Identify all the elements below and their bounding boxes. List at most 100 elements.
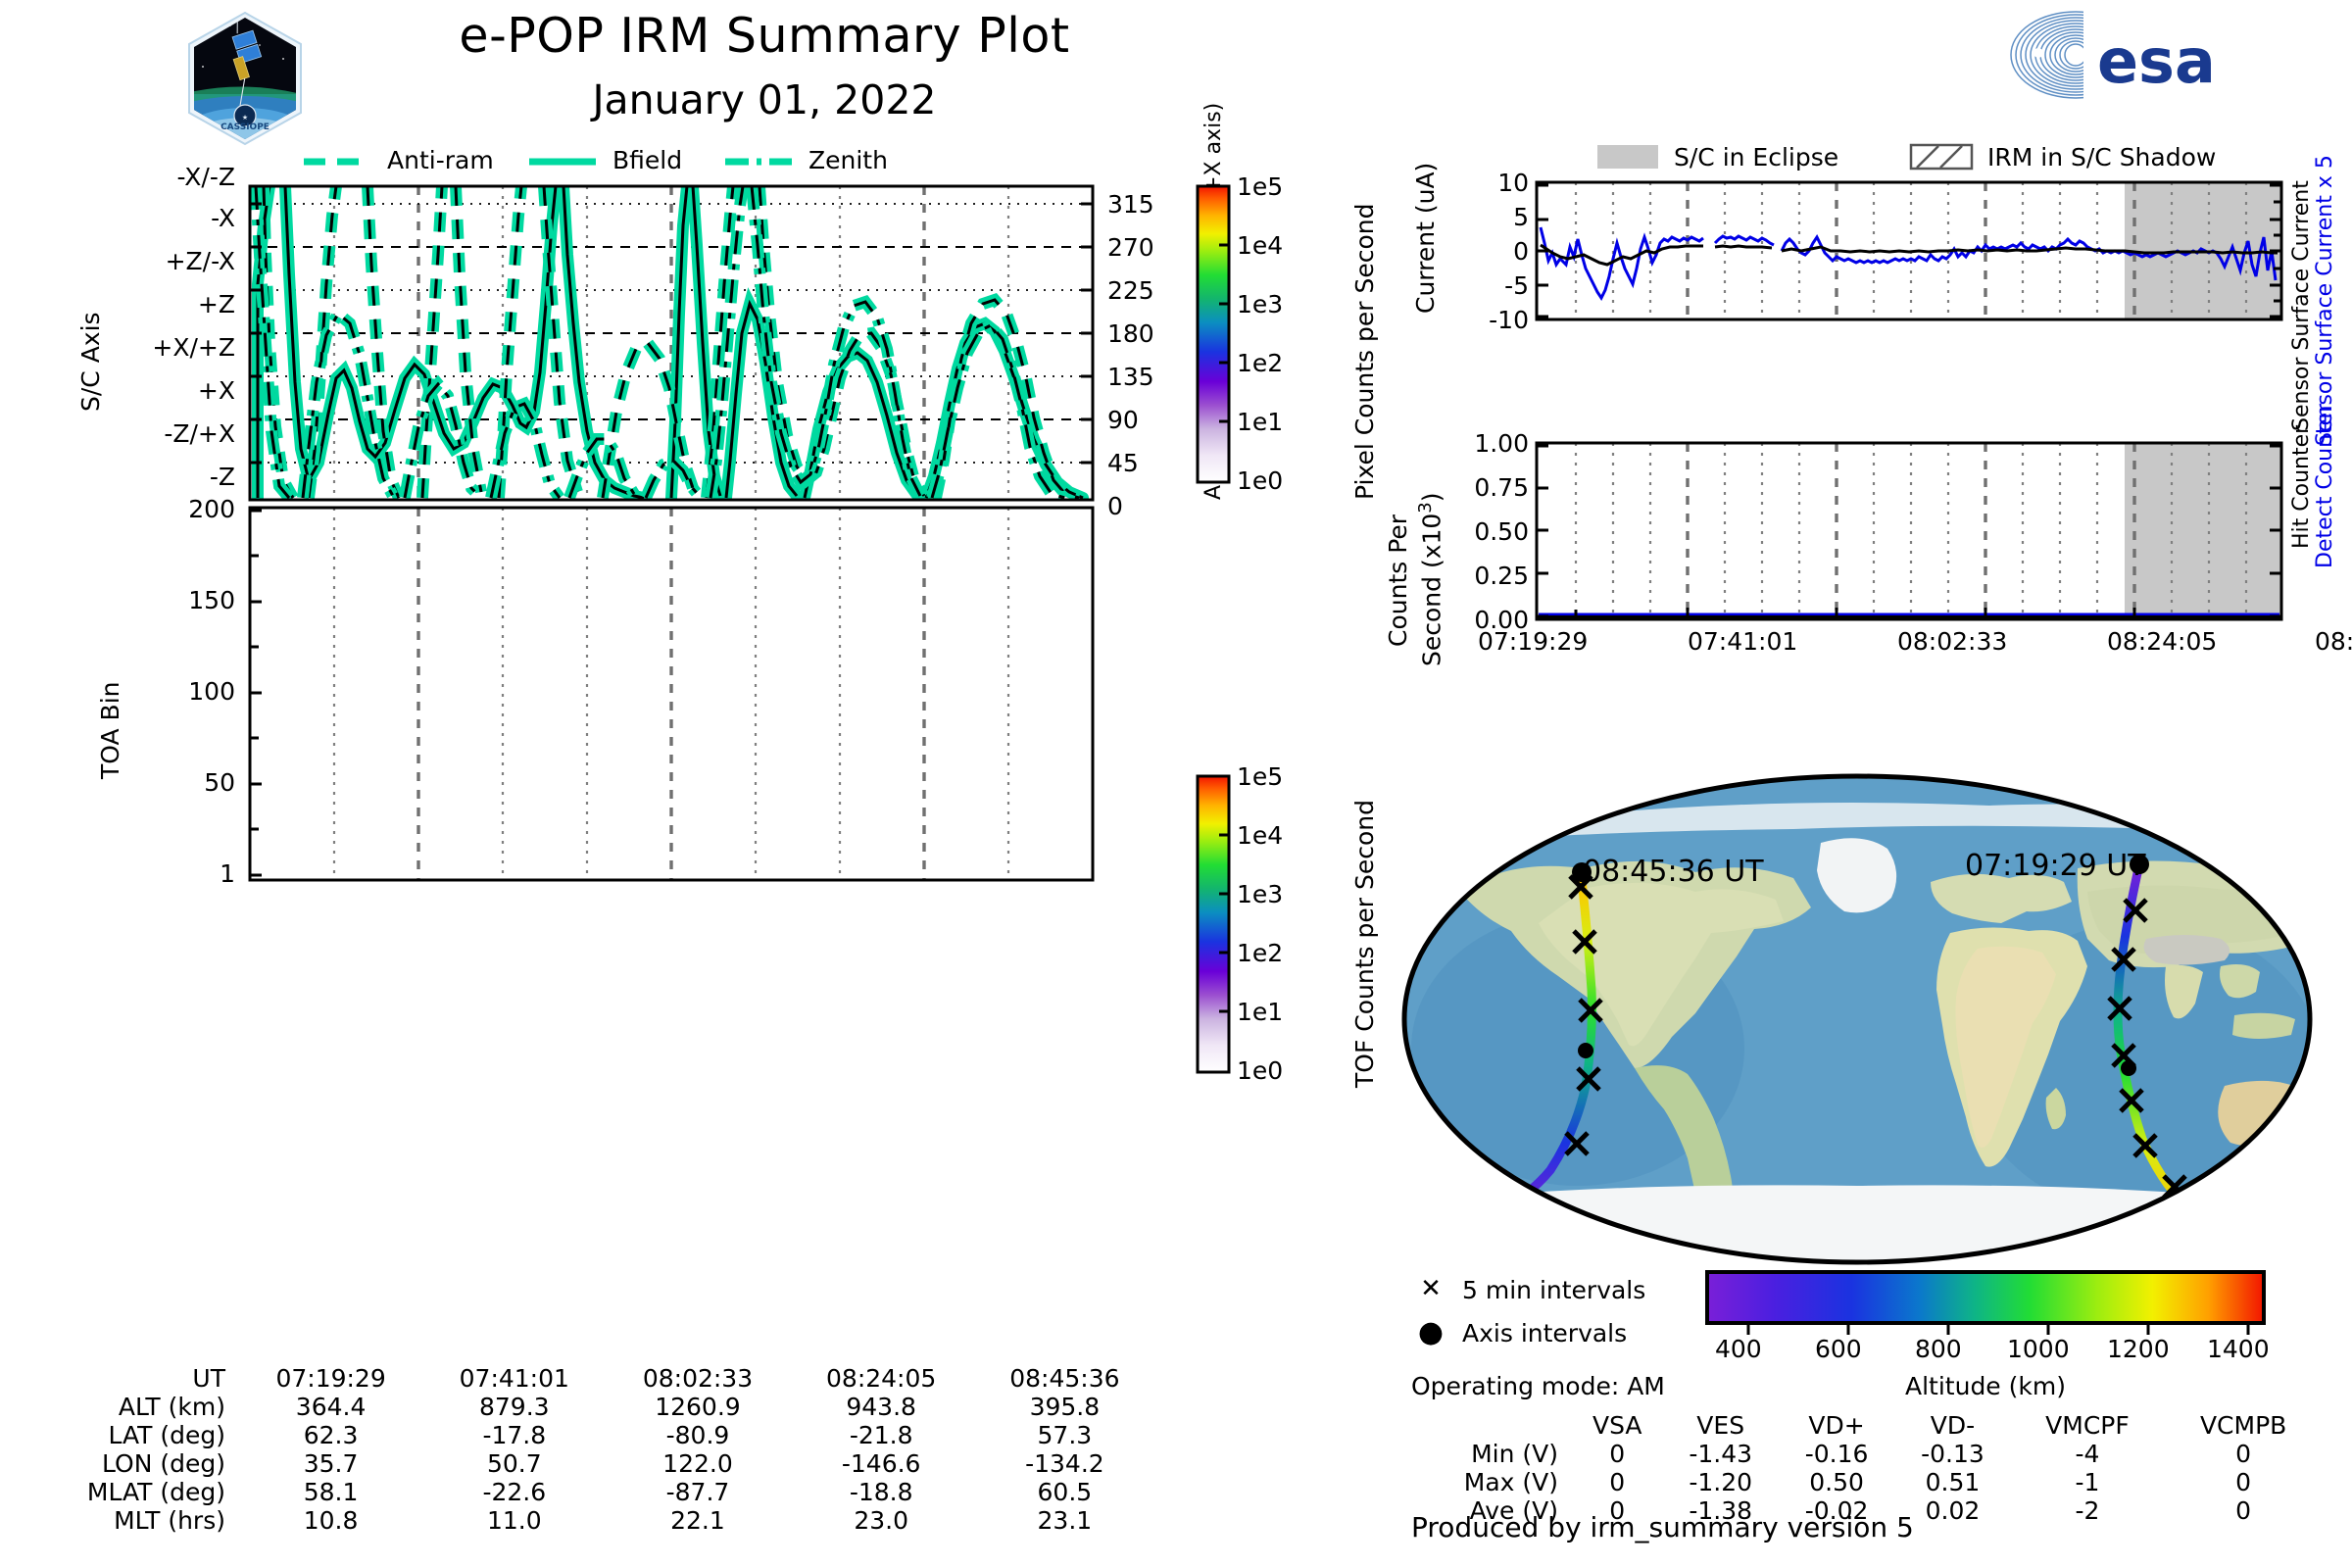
- ytick-right-2: 225: [1107, 276, 1154, 305]
- ytick-left-0: -X/-Z: [176, 163, 235, 191]
- row-label-lon: LON (deg): [102, 1449, 225, 1478]
- mlat-3: -18.8: [849, 1478, 913, 1506]
- mlat-0: 58.1: [303, 1478, 359, 1506]
- table-row-lon: LON (deg) 35.7 50.7 122.0 -146.6 -134.2: [29, 1449, 1156, 1478]
- mlat-1: -22.6: [482, 1478, 547, 1506]
- page-title: e-POP IRM Summary Plot: [459, 8, 1070, 64]
- legend-axis-label: Axis intervals: [1462, 1319, 1628, 1348]
- col-vdm: VD-: [1930, 1411, 1976, 1440]
- lon-3: -146.6: [841, 1449, 921, 1478]
- row-label-ut: UT: [192, 1364, 225, 1393]
- svg-text:esa: esa: [2097, 25, 2216, 97]
- ytick-right-6: 45: [1107, 449, 1139, 477]
- cnt-ytick-0: 1.00: [1474, 429, 1529, 458]
- toa-bin-plot[interactable]: [248, 506, 1095, 882]
- tof-counts-colorbar-label: TOF Counts per Second: [1350, 800, 1379, 1088]
- alt-tick-0: 400: [1715, 1335, 1762, 1363]
- ave-vdm: 0.02: [1925, 1496, 1981, 1525]
- ephemeris-table: UT 07:19:29 07:41:01 08:02:33 08:24:05 0…: [29, 1364, 1156, 1535]
- row-label-lat: LAT (deg): [108, 1421, 225, 1449]
- track-end-marker: [1572, 862, 1592, 882]
- col-vcmpb: VCMPB: [2199, 1411, 2287, 1440]
- sc-axis-legend: [294, 145, 980, 178]
- svg-text:★: ★: [242, 114, 248, 122]
- mlat-2: -87.7: [665, 1478, 730, 1506]
- ytick-left-6: -Z/+X: [164, 419, 235, 448]
- ephemeris-table-grid: UT 07:19:29 07:41:01 08:02:33 08:24:05 0…: [29, 1364, 1156, 1535]
- lat-2: -80.9: [665, 1421, 730, 1449]
- map-start-time-label: 07:19:29 UT: [1965, 849, 2146, 883]
- max-vsa: 0: [1609, 1468, 1626, 1496]
- col-vdp: VD+: [1808, 1411, 1865, 1440]
- min-ves: -1.43: [1689, 1440, 1753, 1468]
- counts-ylabel-line1: Counts Per: [1384, 514, 1412, 647]
- cb1-tick-4: 1e1: [1237, 408, 1284, 436]
- cnt-ytick-3: 0.25: [1474, 562, 1529, 590]
- ut-1: 07:41:01: [459, 1364, 569, 1393]
- mission-patch-caption: CASSIOPE: [220, 122, 270, 132]
- cnt-xtick-1: 07:41:01: [1688, 627, 1798, 656]
- ytick-right-5: 90: [1107, 406, 1139, 434]
- toa-ytick-3: 50: [204, 768, 235, 797]
- counts-xtick-labels: 07:19:29 07:41:01 08:02:33 08:24:05 08:4…: [1411, 627, 2352, 666]
- ground-track-map[interactable]: [1401, 773, 2313, 1265]
- vrow-label-max: Max (V): [1463, 1468, 1558, 1496]
- voltage-row-max: Max (V) 0 -1.20 0.50 0.51 -1 0: [1411, 1468, 2323, 1496]
- alt-tick-1: 600: [1815, 1335, 1862, 1363]
- ave-ves: -1.38: [1689, 1496, 1753, 1525]
- ave-vcmpb: 0: [2235, 1496, 2252, 1525]
- current-ylabel: Current (uA): [1411, 162, 1440, 314]
- vrow-label-ave: Ave (V): [1469, 1496, 1558, 1525]
- cb2-tick-1: 1e4: [1237, 821, 1284, 850]
- max-vdp: 0.50: [1809, 1468, 1864, 1496]
- table-row-mlat: MLAT (deg) 58.1 -22.6 -87.7 -18.8 60.5: [29, 1478, 1156, 1506]
- cur-ytick-1: 5: [1513, 203, 1529, 231]
- x-marker-icon: ✕: [1420, 1274, 1442, 1303]
- ave-vdp: -0.02: [1804, 1496, 1869, 1525]
- counts-right-label-black: Hit Counter: [2289, 424, 2314, 549]
- cur-ytick-2: 0: [1513, 237, 1529, 266]
- legend-label-eclipse: S/C in Eclipse: [1674, 143, 1839, 172]
- mission-patch-logo: ★ CASSIOPE: [181, 10, 309, 147]
- alt-4: 395.8: [1029, 1393, 1101, 1421]
- cnt-ytick-4: 0.00: [1474, 606, 1529, 634]
- toa-ytick-1: 150: [188, 586, 235, 614]
- lon-0: 35.7: [303, 1449, 359, 1478]
- footer-credit: Produced by irm_summary version 5: [1411, 1511, 1914, 1544]
- max-vdm: 0.51: [1925, 1468, 1981, 1496]
- ave-vsa: 0: [1609, 1496, 1626, 1525]
- legend-label-anti-ram: Anti-ram: [387, 146, 494, 174]
- mlt-0: 10.8: [303, 1506, 359, 1535]
- esa-logo: esa: [1999, 8, 2313, 102]
- voltage-table-header: VSA VES VD+ VD- VMCPF VCMPB: [1411, 1411, 2323, 1440]
- ytick-right-0: 315: [1107, 190, 1154, 219]
- dot-marker-icon: ●: [1417, 1315, 1445, 1349]
- counts-plot[interactable]: [1535, 441, 2283, 621]
- altitude-colorbar-label: Altitude (km): [1905, 1372, 2066, 1400]
- cnt-xtick-0: 07:19:29: [1478, 627, 1589, 656]
- legend-label-zenith: Zenith: [808, 146, 888, 174]
- legend-5min-label: 5 min intervals: [1462, 1276, 1646, 1304]
- toa-ytick-4: 1: [220, 859, 235, 888]
- min-vcmpb: 0: [2235, 1440, 2252, 1468]
- lon-2: 122.0: [662, 1449, 733, 1478]
- alt-tick-3: 1000: [2007, 1335, 2070, 1363]
- ytick-left-4: +X/+Z: [152, 333, 235, 362]
- min-vmcpf: -4: [2075, 1440, 2100, 1468]
- vrow-label-min: Min (V): [1471, 1440, 1558, 1468]
- pixel-counts-colorbar-label: Pixel Counts per Second: [1350, 203, 1379, 500]
- toa-bin-ylabel: TOA Bin: [96, 681, 124, 780]
- toa-ytick-2: 100: [188, 677, 235, 706]
- voltage-row-ave: Ave (V) 0 -1.38 -0.02 0.02 -2 0: [1411, 1496, 2323, 1525]
- cb2-tick-5: 1e0: [1237, 1056, 1284, 1085]
- sc-axis-plot[interactable]: [248, 184, 1095, 502]
- max-vmcpf: -1: [2075, 1468, 2100, 1496]
- row-label-mlt: MLT (hrs): [114, 1506, 225, 1535]
- lon-4: -134.2: [1025, 1449, 1104, 1478]
- col-vmcpf: VMCPF: [2045, 1411, 2130, 1440]
- current-plot[interactable]: [1535, 180, 2283, 321]
- alt-0: 364.4: [295, 1393, 367, 1421]
- col-vsa: VSA: [1592, 1411, 1642, 1440]
- cnt-xtick-2: 08:02:33: [1897, 627, 2008, 656]
- map-end-time-label: 08:45:36 UT: [1583, 855, 1764, 889]
